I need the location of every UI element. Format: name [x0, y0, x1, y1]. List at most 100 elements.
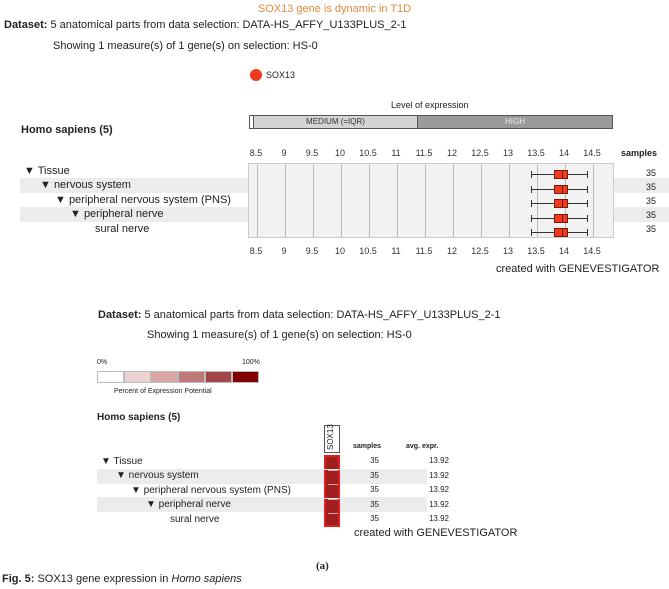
low-segment [250, 116, 254, 128]
grid-line [313, 164, 314, 237]
x-tick-label: 9 [281, 148, 287, 158]
grid-line [369, 164, 370, 237]
box [553, 199, 568, 208]
box [553, 228, 568, 237]
credit-text: created with GENEVESTIGATOR [496, 263, 660, 275]
tree-item-nervous-system[interactable]: ▼ nervous system [40, 179, 131, 191]
x-tick-label: 12.5 [471, 246, 489, 256]
x-tick-label: 13 [502, 148, 514, 158]
heatmap-separator [328, 469, 338, 471]
heatmap-cell [324, 469, 340, 484]
x-tick-label: 10 [334, 148, 346, 158]
x-tick-label: 14 [558, 246, 570, 256]
tree-item-nervous-system-2[interactable]: ▼ nervous system [116, 470, 199, 481]
whisker-cap [587, 229, 589, 236]
color-scale-legend [97, 371, 259, 383]
x-tick-label: 13.5 [527, 148, 545, 158]
organism-label-2: Homo sapiens (5) [97, 412, 181, 423]
row-stripe [97, 469, 427, 484]
legend-gene-label: SOX13 [266, 70, 296, 80]
level-of-expression-label: Level of expression [391, 100, 469, 110]
caption-italic: Homo sapiens [171, 573, 242, 585]
x-tick-label: 9.5 [305, 148, 319, 158]
grid-line [257, 164, 258, 237]
tree-item-pns[interactable]: ▼ peripheral nervous system (PNS) [55, 194, 231, 206]
samples-value: 35 [370, 485, 379, 494]
legend-min-label: 0% [97, 359, 108, 366]
legend-swatch [232, 371, 259, 383]
whisker-cap [587, 185, 589, 193]
samples-value: 35 [645, 168, 656, 178]
legend-dot-icon [250, 69, 262, 81]
samples-value: 35 [370, 514, 379, 523]
tree-item-peripheral-nerve-2[interactable]: ▼ peripheral nerve [146, 499, 231, 510]
showing-text-2: Showing 1 measure(s) of 1 gene(s) on sel… [147, 329, 412, 341]
heatmap-cell [324, 455, 340, 469]
gene-column-label: SOX13 [326, 424, 335, 450]
tree-item-tissue[interactable]: ▼ Tissue [24, 165, 70, 177]
x-tick-label: 14.5 [583, 246, 601, 256]
x-tick-label: 10 [334, 246, 346, 256]
heatmap-cell [324, 513, 340, 527]
medium-segment: MEDIUM (=IQR) [254, 116, 418, 128]
tree-item-sural-nerve[interactable]: sural nerve [95, 223, 150, 235]
whisker-cap [531, 185, 533, 193]
grid-line [425, 164, 426, 237]
whisker-cap [531, 229, 533, 236]
dataset-text: 5 anatomical parts from data selection: … [50, 19, 407, 31]
whisker-cap [531, 200, 533, 207]
x-tick-label: 9.5 [305, 246, 319, 256]
row-stripe [97, 497, 427, 512]
heatmap-separator [328, 498, 338, 500]
legend-max-label: 100% [242, 359, 260, 366]
samples-value: 35 [645, 182, 656, 192]
heatmap-cell [324, 498, 340, 513]
median-line [562, 170, 564, 179]
tree-item-sural-nerve-2[interactable]: sural nerve [170, 514, 220, 525]
heatmap-separator [328, 513, 338, 514]
samples-col-header: samples [353, 443, 382, 450]
tree-item-peripheral-nerve[interactable]: ▼ peripheral nerve [70, 208, 164, 220]
legend-swatch [124, 371, 151, 383]
whisker-cap [531, 171, 533, 178]
caption-fig-label: Fig. 5: [2, 573, 35, 585]
median-line [562, 184, 564, 194]
gene-column-header[interactable]: SOX13 [324, 424, 340, 453]
grid-line [285, 164, 286, 237]
box [553, 213, 568, 223]
grid-line [453, 164, 454, 237]
grid-line [341, 164, 342, 237]
legend-title: Percent of Expression Potential [114, 388, 212, 395]
x-tick-label: 9 [281, 246, 287, 256]
dataset-label: Dataset: [98, 309, 142, 321]
heatmap-separator [328, 484, 338, 485]
x-tick-label: 14 [558, 148, 570, 158]
whisker-cap [531, 214, 533, 222]
avg-expr-value: 13.92 [428, 485, 449, 494]
subfigure-label: (a) [316, 560, 329, 572]
expression-level-bar: MEDIUM (=IQR) HIGH [249, 115, 613, 129]
x-tick-label: 12 [446, 148, 458, 158]
grid-line [537, 164, 538, 237]
figure-caption: Fig. 5: SOX13 gene expression in Homo sa… [2, 573, 242, 585]
boxplot-area [248, 163, 614, 238]
dataset-label: Dataset: [4, 19, 48, 31]
avg-expr-value: 13.92 [428, 456, 449, 465]
samples-value: 35 [370, 470, 379, 480]
caption-text: SOX13 gene expression in [34, 573, 172, 585]
tree-item-tissue-2[interactable]: ▼ Tissue [101, 456, 143, 467]
legend-swatch [97, 371, 124, 383]
legend-swatch [178, 371, 205, 383]
organism-label: Homo sapiens (5) [21, 124, 113, 136]
median-line [562, 213, 564, 223]
avg-expr-value: 13.92 [428, 499, 449, 509]
samples-header: samples [621, 148, 658, 158]
tree-item-pns-2[interactable]: ▼ peripheral nervous system (PNS) [131, 485, 291, 496]
whisker-cap [587, 171, 589, 178]
x-tick-label: 10.5 [359, 246, 377, 256]
dataset-line-2: Dataset: 5 anatomical parts from data se… [98, 309, 501, 321]
avg-col-header: avg. expr. [406, 443, 439, 450]
samples-value: 35 [370, 456, 379, 465]
figure-title: SOX13 gene is dynamic in T1D [257, 3, 412, 15]
x-tick-label: 12.5 [471, 148, 489, 158]
